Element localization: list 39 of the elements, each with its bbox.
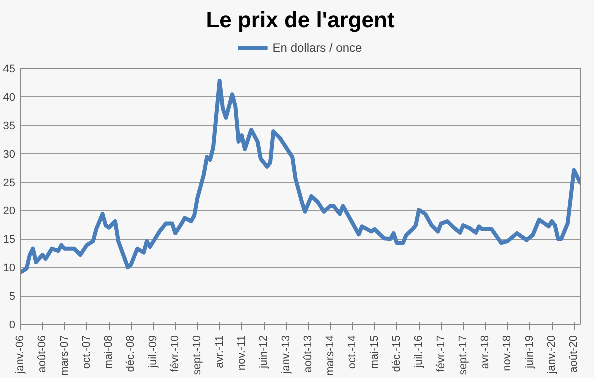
x-tick-label: oct.-14 (346, 335, 359, 370)
x-tick-label: juin-19 (524, 335, 536, 370)
y-tick-label: 15 (3, 234, 16, 246)
legend-label: En dollars / once (272, 41, 362, 55)
x-tick-label: sept.-17 (457, 335, 470, 376)
x-tick-label: janv.-06 (14, 335, 26, 375)
x-tick-label: sept.-10 (192, 335, 204, 376)
x-tick-label: juin-12 (258, 335, 270, 370)
x-tick-label: févr.-10 (170, 335, 182, 372)
x-tick-label: nov.-11 (236, 335, 248, 371)
y-tick-label: 35 (3, 120, 16, 132)
chart-title: Le prix de l'argent (206, 8, 396, 32)
x-tick-label: nov.-18 (502, 336, 514, 372)
x-tick-label: juil.-16 (413, 336, 426, 369)
y-tick-label: 30 (3, 148, 16, 161)
y-tick-label: 45 (3, 64, 16, 76)
line-series (20, 79, 580, 275)
x-tick-label: oct.-07 (80, 335, 93, 370)
x-tick-label: janv.-13 (280, 335, 292, 375)
y-tick-label: 0 (9, 320, 16, 332)
x-tick-label: mai-15 (368, 336, 381, 370)
x-tick-label: févr.-17 (435, 335, 448, 372)
y-tick-label: 10 (3, 262, 16, 275)
x-tick-label: déc.-08 (125, 335, 138, 372)
x-tick-label: mai-08 (103, 336, 116, 370)
y-tick-label: 40 (3, 92, 16, 104)
y-tick-label: 20 (3, 206, 16, 218)
y-tick-label: 25 (3, 177, 16, 190)
x-tick-label: août-20 (568, 335, 580, 373)
x-tick-label: août-13 (302, 335, 314, 373)
x-tick-label: avr.-18 (480, 335, 492, 370)
y-tick-label: 5 (9, 291, 16, 304)
x-tick-label: janv.-20 (546, 335, 558, 375)
x-tick-label: juil.-09 (147, 336, 160, 369)
x-tick-label: mars-07 (58, 336, 71, 376)
x-tick-label: déc.-15 (390, 335, 403, 372)
x-tick-label: avr.-11 (214, 336, 226, 368)
x-tick-label: mars-14 (324, 336, 337, 376)
x-tick-label: août-06 (36, 335, 49, 373)
